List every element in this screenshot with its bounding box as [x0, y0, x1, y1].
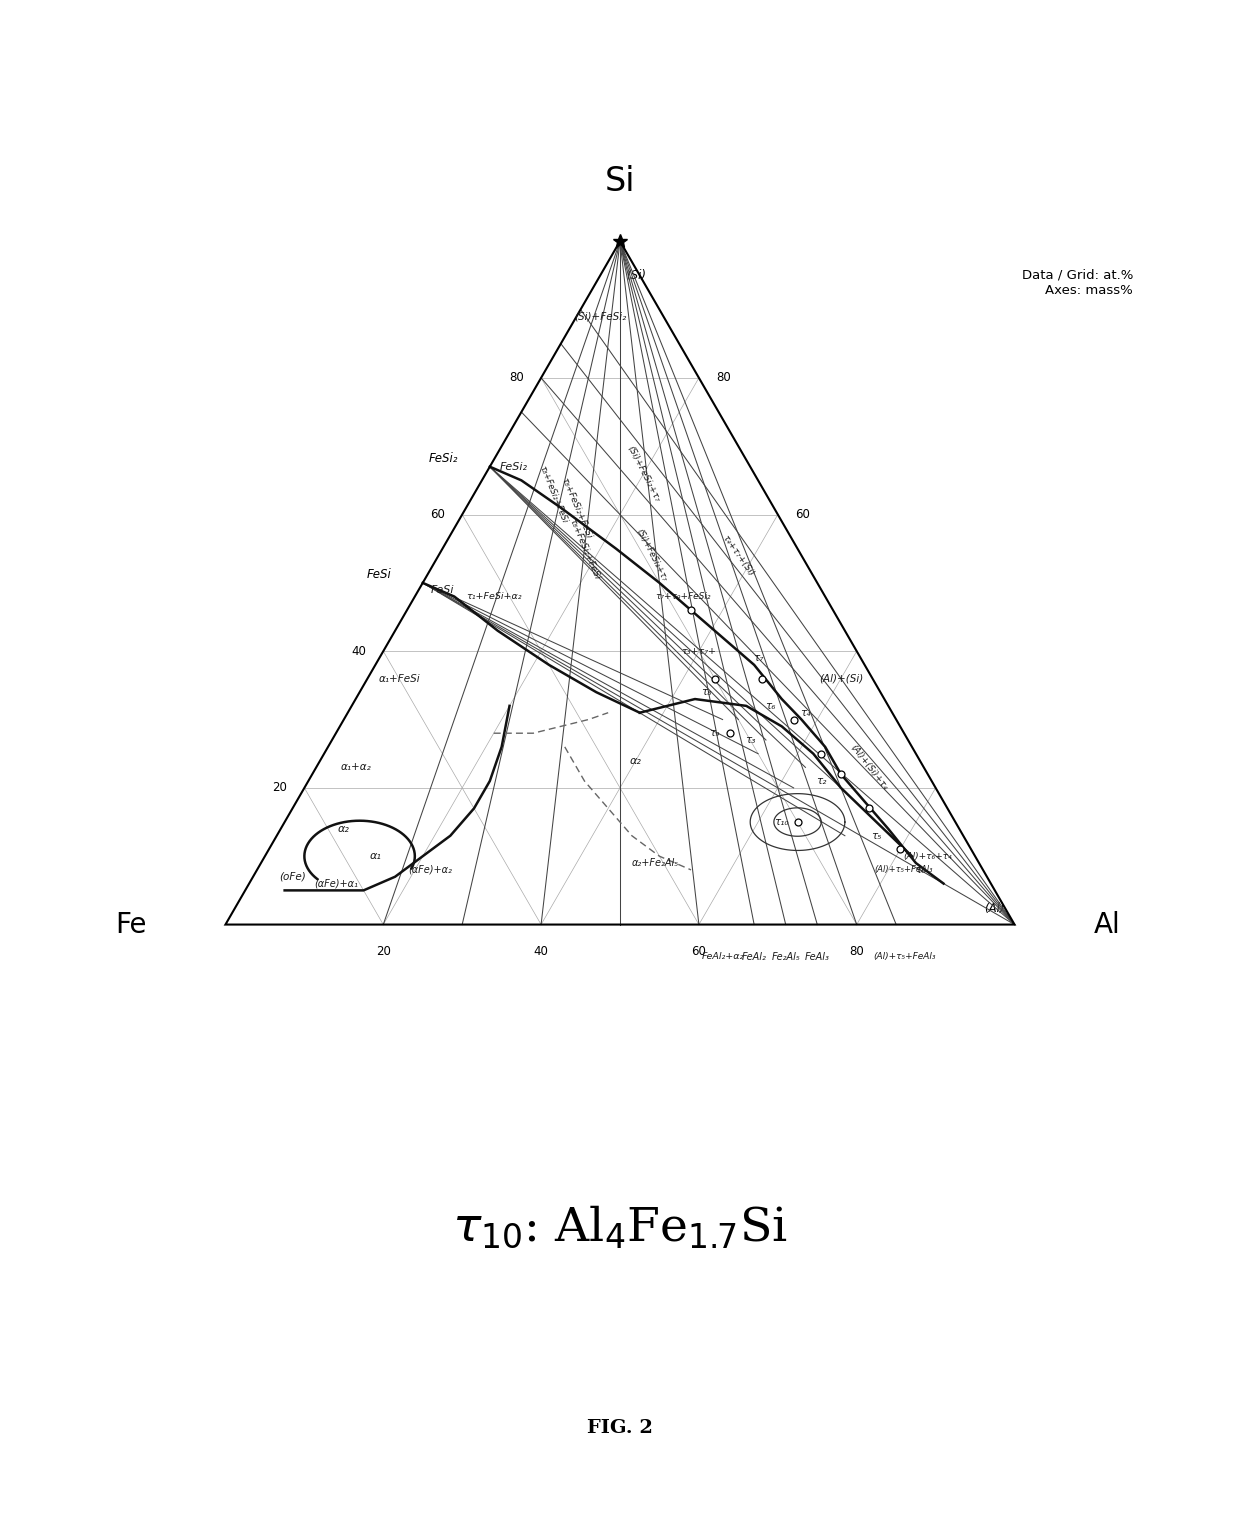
Text: 60: 60 [430, 508, 445, 521]
Text: 20: 20 [272, 781, 286, 794]
Text: τ₇: τ₇ [753, 653, 764, 664]
Text: FeAl₂+α₂: FeAl₂+α₂ [702, 953, 744, 962]
Text: (Al)+τ₅+FeAl₃: (Al)+τ₅+FeAl₃ [875, 866, 934, 874]
Text: α₂: α₂ [630, 755, 642, 766]
Text: (Si): (Si) [626, 269, 646, 282]
Text: 80: 80 [508, 371, 523, 385]
Text: τ₁+FeSi+α₂: τ₁+FeSi+α₂ [466, 592, 522, 601]
Text: τ₈+FeSi₂+FeSi: τ₈+FeSi₂+FeSi [559, 476, 594, 539]
Text: 60: 60 [795, 508, 810, 521]
Text: (Si)+FeSi₂+τ₇: (Si)+FeSi₂+τ₇ [626, 444, 662, 504]
Text: τ₆: τ₆ [765, 700, 775, 711]
Text: τ₅: τ₅ [872, 831, 882, 840]
Text: 40: 40 [533, 945, 548, 957]
Text: Data / Grid: at.%
Axes: mass%: Data / Grid: at.% Axes: mass% [1022, 268, 1133, 297]
Text: FIG. 2: FIG. 2 [587, 1419, 653, 1437]
Text: τ₈: τ₈ [702, 688, 712, 697]
Text: FeSi₂: FeSi₂ [500, 461, 527, 472]
Text: (Al)+τ₅+FeAl₃: (Al)+τ₅+FeAl₃ [873, 953, 935, 962]
Text: FeAl₃: FeAl₃ [805, 953, 830, 962]
Text: (αFe)+α₁: (αFe)+α₁ [314, 878, 358, 889]
Text: α₁: α₁ [370, 851, 382, 861]
Text: 80: 80 [849, 945, 864, 957]
Text: 80: 80 [717, 371, 732, 385]
Text: (Si)+FeSi₂+τ₇: (Si)+FeSi₂+τ₇ [635, 528, 668, 583]
Text: Al: Al [1094, 910, 1120, 939]
Text: τ₈+FeSi₂+FeSi: τ₈+FeSi₂+FeSi [568, 517, 601, 580]
Text: 40: 40 [351, 645, 366, 658]
Text: (οFe): (οFe) [279, 872, 306, 881]
Text: τ₃: τ₃ [745, 735, 755, 746]
Text: FeAl₂: FeAl₂ [742, 953, 766, 962]
Text: $\tau_{10}$: Al$_4$Fe$_{1.7}$Si: $\tau_{10}$: Al$_4$Fe$_{1.7}$Si [453, 1204, 787, 1251]
Text: (Al)+(Si)+τ₄: (Al)+(Si)+τ₄ [848, 743, 889, 791]
Text: 20: 20 [376, 945, 391, 957]
Text: τ₁₀: τ₁₀ [775, 817, 789, 826]
Text: FeSi: FeSi [366, 569, 391, 581]
Text: τ₂: τ₂ [816, 776, 826, 785]
Text: α₁+α₂: α₁+α₂ [340, 763, 371, 772]
Text: FeSi₂: FeSi₂ [429, 452, 459, 466]
Text: τ₉: τ₉ [709, 728, 720, 738]
Text: τ₇+τ₉+FeSi₂: τ₇+τ₉+FeSi₂ [656, 592, 711, 601]
Text: (Si)+FeSi₂: (Si)+FeSi₂ [574, 312, 626, 321]
Text: τ₈+FeSi₂+FeSi: τ₈+FeSi₂+FeSi [537, 464, 569, 524]
Text: (Al): (Al) [985, 903, 1006, 915]
Text: α₁+FeSi: α₁+FeSi [378, 674, 420, 683]
Text: 60: 60 [692, 945, 707, 957]
Text: α₂+Fe₂Al₅: α₂+Fe₂Al₅ [632, 858, 680, 868]
Text: FeSi: FeSi [430, 584, 454, 595]
Text: τ₃+τ₇+: τ₃+τ₇+ [682, 647, 717, 656]
Text: Fe: Fe [115, 910, 146, 939]
Text: α₂: α₂ [337, 823, 350, 834]
Text: τ₆: τ₆ [915, 864, 925, 875]
Text: Si: Si [605, 164, 635, 198]
Text: Fe₂Al₅: Fe₂Al₅ [771, 953, 800, 962]
Text: τ₄: τ₄ [800, 708, 811, 718]
Text: (Al)+τ₆+τ₄: (Al)+τ₆+τ₄ [904, 852, 952, 861]
Text: τ₄+τ₇+(Si): τ₄+τ₇+(Si) [720, 533, 756, 578]
Text: (Al)+(Si): (Al)+(Si) [818, 674, 863, 683]
Text: (αFe)+α₂: (αFe)+α₂ [409, 864, 453, 875]
